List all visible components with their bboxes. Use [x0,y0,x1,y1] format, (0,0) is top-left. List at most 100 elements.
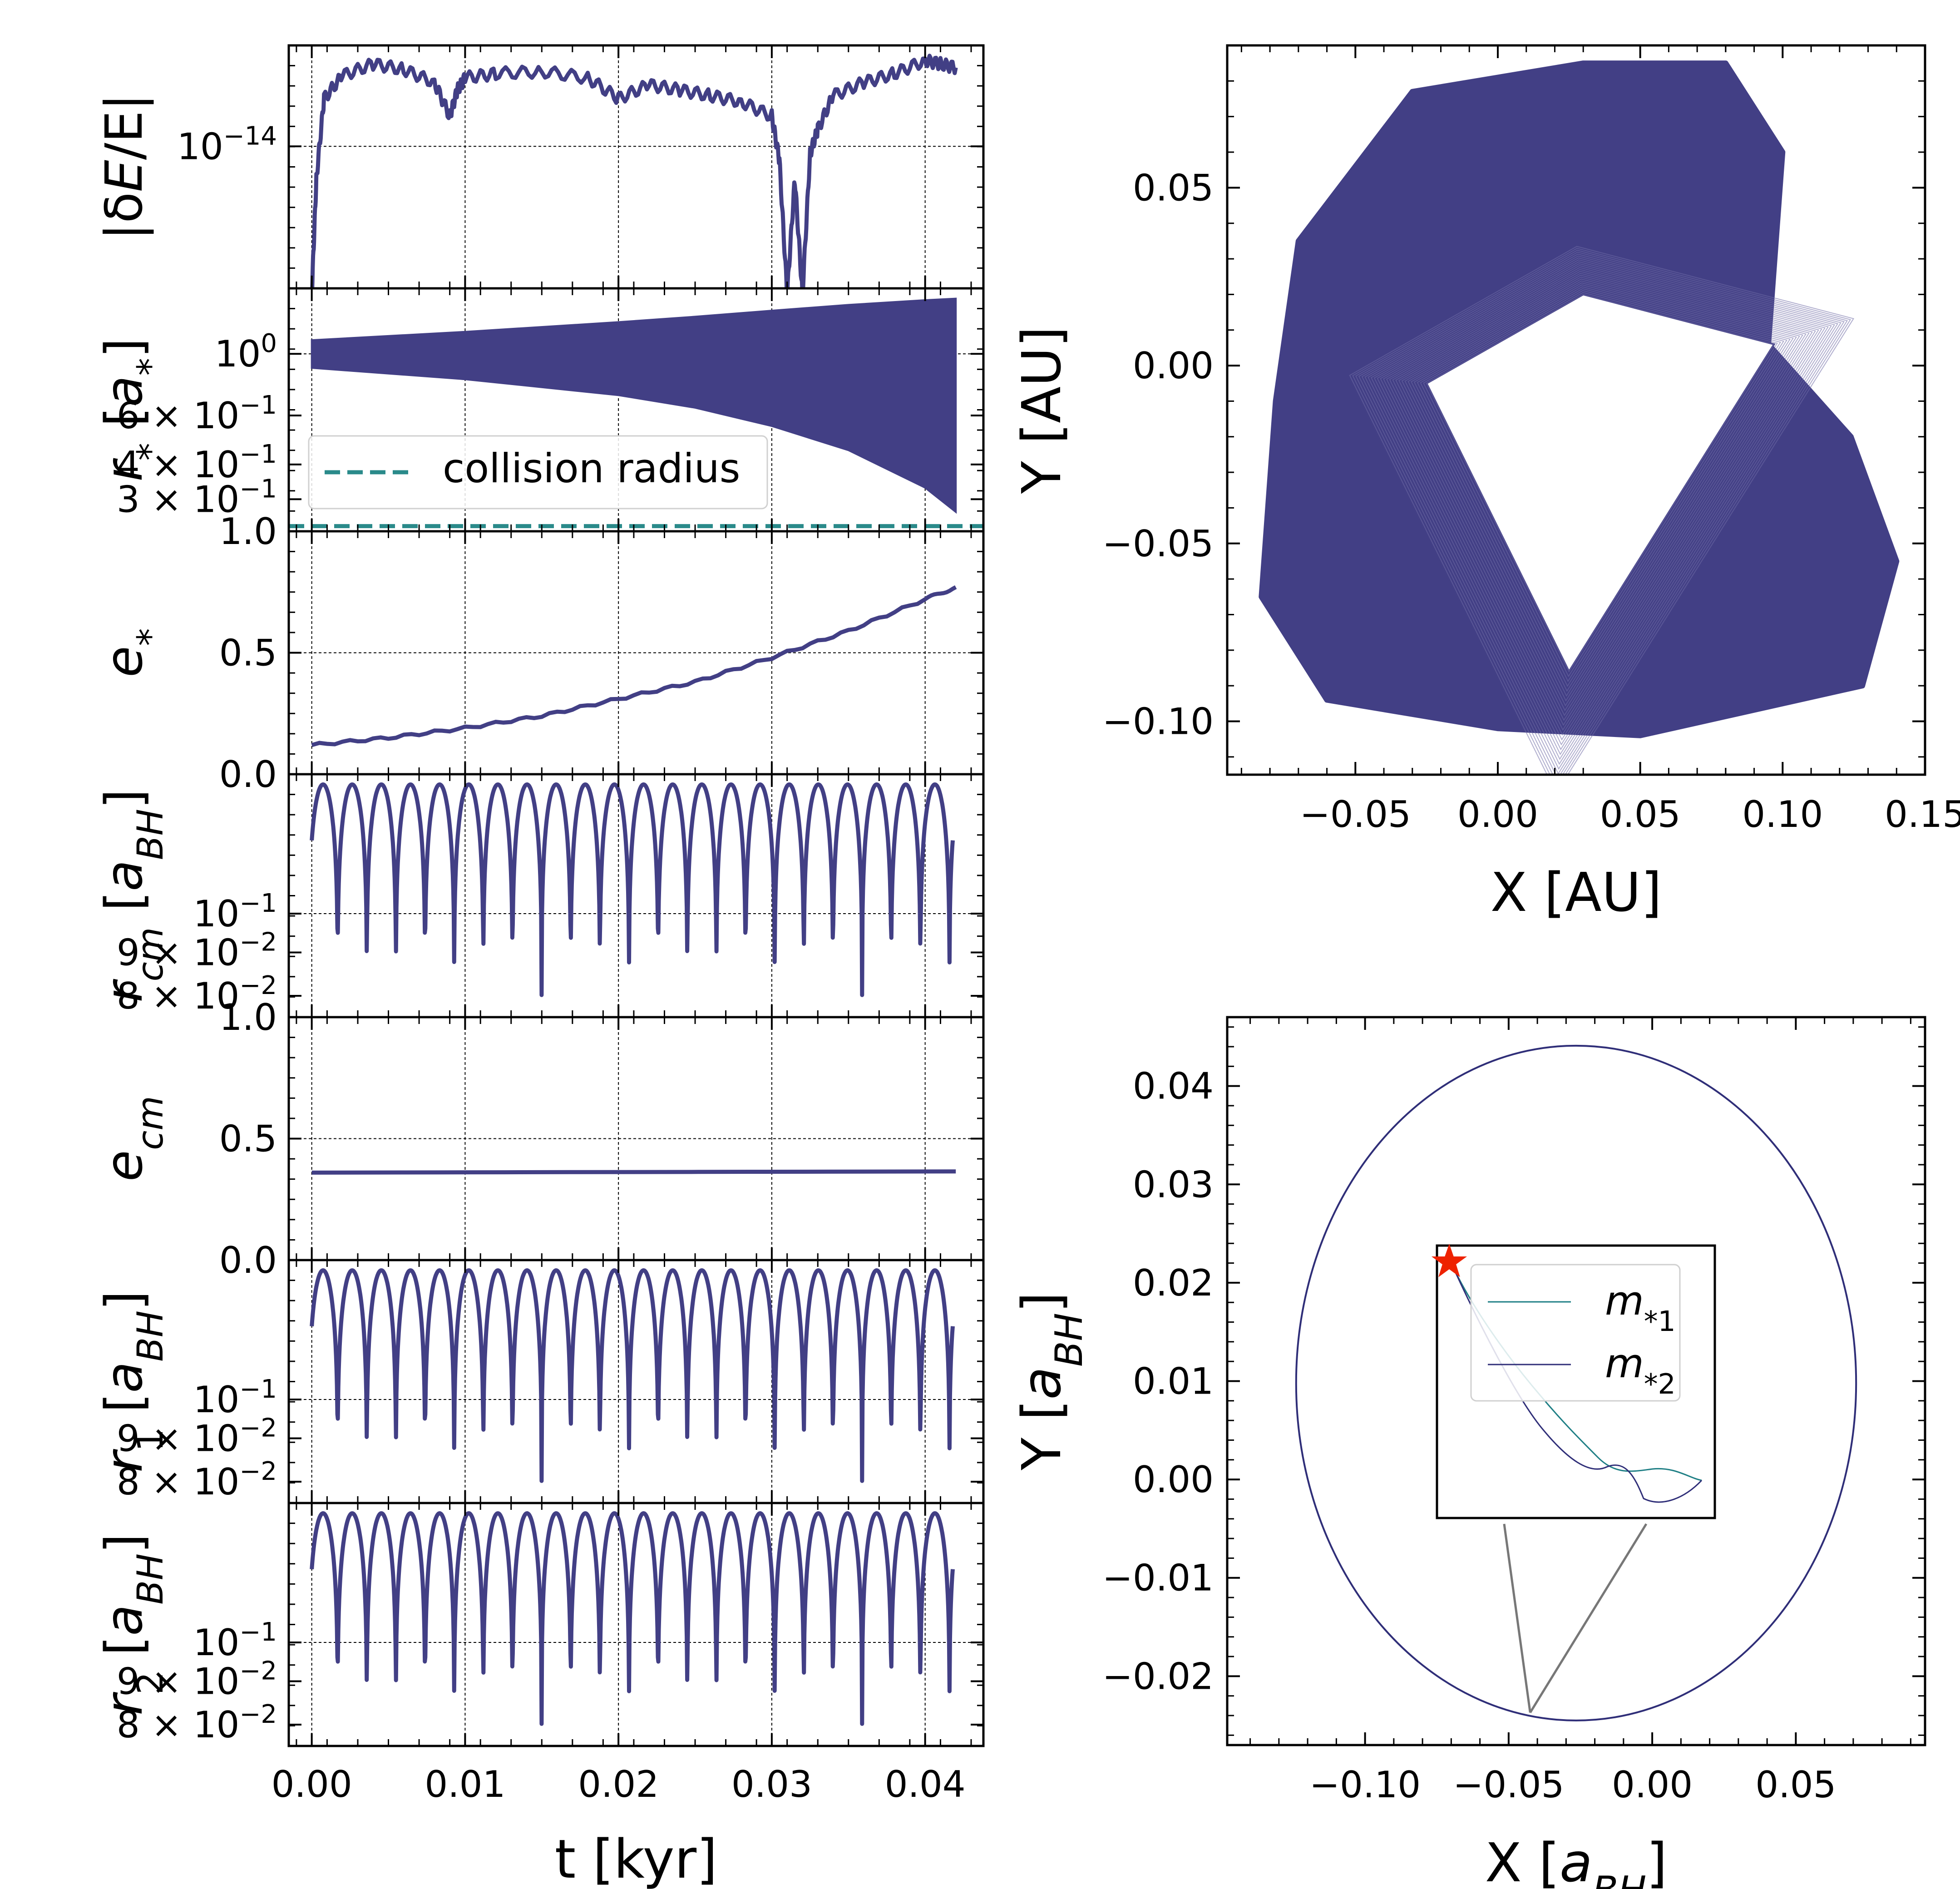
collision-star-icon [1431,1243,1467,1277]
ylabel-ecm: ecm [95,1096,171,1181]
ylabel-energy: |δE/E| [95,94,154,240]
ytick-label-estar: 0.5 [219,632,277,674]
xtick-label-xy_bh: −0.05 [1453,1764,1564,1806]
orbit-streak [1407,282,1794,702]
xtick-label-xy_au: 0.10 [1742,793,1823,836]
estar-line [311,585,957,747]
ytick-label-xy_au: −0.10 [1102,700,1214,742]
orbit-streak [1361,253,1842,775]
separation-band [311,297,957,514]
ytick-label-ecm: 0.0 [219,1239,277,1281]
ytick-label-ecm: 1.0 [219,996,277,1038]
ytick-label-r2: 10−1 [193,1617,277,1664]
orbit-streak [1380,265,1823,746]
panel-r1: 10−19 × 10−28 × 10−2r1 [aBH] [95,1259,985,1504]
ytick-label-xy_bh: −0.01 [1102,1557,1214,1599]
orbit-streak [1355,250,1848,775]
ytick-label-xy_bh: 0.00 [1133,1459,1214,1501]
ytick-label-xy_bh: 0.03 [1133,1163,1214,1206]
xtick-label-xy_bh: −0.10 [1309,1764,1421,1806]
ytick-label-xy_bh: −0.02 [1102,1655,1214,1697]
xtick-label-xy_bh: 0.00 [1612,1764,1693,1806]
orbit-streak [1401,278,1801,712]
orbit-streak [1386,269,1817,736]
zoom-connector-right [1529,1523,1648,1713]
plot-area-xy_au [1259,60,1900,775]
ylabel-r1: r1 [aBH] [95,1291,171,1472]
ytick-label-ecm: 0.5 [219,1118,277,1160]
orbit-streak [1426,294,1775,673]
xtick-label: 0.00 [272,1763,352,1805]
legend: collision radius [308,435,768,509]
xtick-label: 0.03 [731,1763,812,1805]
plot-area-rcm [310,782,955,997]
ylabel-estar: e* [95,628,171,677]
ylabel-rstar: r* [a*] [95,338,171,481]
xlabel-xy_au: X [AU] [1491,861,1662,924]
panel-ecm: 1.0 0.5 0.0 ecm [95,996,985,1281]
plot-area-ecm [311,1169,956,1175]
ytick-label-xy_bh: 0.02 [1133,1262,1214,1304]
orbit-streak [1404,280,1797,707]
plot-area-xy_bh [1295,1044,1857,1721]
inset-legend: m*1m*2 [1470,1264,1681,1402]
ylabel-xy_bh: Y [aBH] [1010,1292,1091,1471]
ecm-line [311,1169,956,1175]
orbit-streak [1417,288,1785,687]
rcm-line [310,782,955,997]
orbit-streak [1398,277,1804,717]
legend-m1-label: m*1 [1605,1277,1676,1338]
plot-area-estar [311,585,957,747]
frame-energy [287,44,985,290]
ytick-label-xy_au: 0.05 [1133,167,1214,209]
ylabel-xy_au: Y [AU] [1010,326,1073,495]
legend-frame [308,435,768,509]
inset-zoom: m*1m*2 [1431,1243,1716,1519]
panel-estar: 1.0 0.5 0.0 e* [95,510,985,796]
plot-area-energy [310,54,958,288]
ytick-label-xy_au: −0.05 [1102,523,1214,565]
legend-collision-label: collision radius [443,445,741,492]
xtick-label-xy_au: −0.05 [1300,793,1411,836]
orbit-streak [1368,257,1836,765]
binary-orbit [1295,1044,1857,1721]
inset-legend-frame [1470,1264,1681,1402]
ytick-label-energy: 10−14 [177,121,277,168]
orbit-streak [1373,261,1829,756]
orbit-streak [1423,292,1778,677]
xtick-label: 0.01 [425,1763,505,1805]
xtick-label: 0.04 [885,1763,966,1805]
orbit-au-panel: −0.05 0.00 0.05 0.10 0.15 0.05 0.00 −0.05 −0.10 X… [1010,44,1960,924]
ytick-label-r1: 10−1 [193,1375,277,1421]
ytick-label-estar: 0.0 [219,753,277,796]
xtick-label-xy_au: 0.00 [1457,793,1538,836]
orbit-streak [1377,263,1826,751]
orbit-streak [1349,246,1855,775]
ytick-label-xy_bh: 0.01 [1133,1360,1214,1403]
orbit-streak [1358,252,1845,775]
legend-m2-label: m*2 [1605,1340,1676,1400]
xtick-label: 0.02 [578,1763,659,1805]
ytick-label-rcm: 8 × 10−2 [117,971,277,1018]
ytick-label-xy_bh: 0.04 [1133,1065,1214,1108]
orbit-bh-panel: −0.10 −0.05 0.00 0.05 0.04 0.03 0.02 0.01 0.00 −0… [1010,1016,1926,1889]
ytick-label-rstar: 100 [215,329,277,376]
ylabel-rcm: rcm [aBH] [95,789,171,1003]
r2-line [310,1511,955,1726]
panel-energy: 10−14 |δE/E| [95,44,985,290]
orbit-streak [1395,275,1807,722]
panel-r2: 10−19 × 10−28 × 10−2r2 [aBH] [95,1502,985,1747]
xlabel-time: t [kyr] [555,1828,717,1889]
xlabel-xy_bh: X [aBH] [1485,1831,1668,1889]
orbit-streak [1410,284,1791,697]
orbit-streak [1370,259,1832,760]
ytick-label-r1: 8 × 10−2 [117,1457,277,1503]
xtick-label-xy_au: 0.15 [1885,793,1960,836]
xtick-label-xy_bh: 0.05 [1755,1764,1836,1806]
plot-area-rstar [289,297,983,529]
ylabel-r2: r2 [aBH] [95,1533,171,1715]
